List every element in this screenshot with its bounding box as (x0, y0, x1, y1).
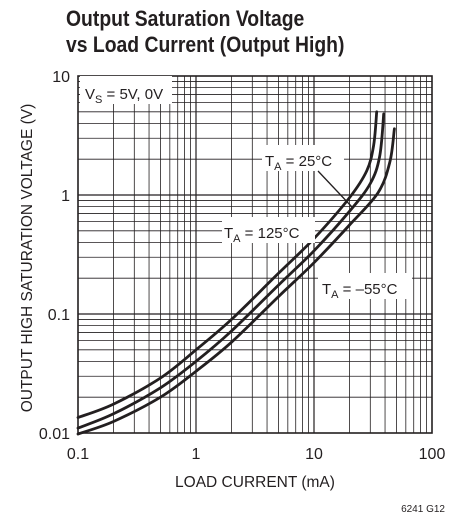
figure-code: 6241 G12 (401, 504, 445, 515)
y-axis-label: OUTPUT HIGH SATURATION VOLTAGE (V) (19, 104, 36, 413)
y-tick-label: 0.01 (39, 426, 70, 443)
series-curves (76, 110, 396, 436)
condition-label-bg (80, 76, 172, 104)
series-line-0 (76, 110, 379, 419)
x-tick-labels: 0.1 1 10 100 (67, 446, 446, 463)
x-tick-label: 0.1 (67, 446, 89, 463)
x-axis-label: LOAD CURRENT (mA) (175, 474, 335, 491)
x-tick-label: 10 (305, 446, 323, 463)
series-label-25c-leader (317, 170, 353, 208)
plot-frame (77, 75, 433, 434)
series-label-25c-bg (262, 145, 344, 171)
x-tick-label: 100 (419, 446, 446, 463)
chart-title-line-1: Output Saturation Voltage (66, 6, 305, 31)
chart-title-line-2: vs Load Current (Output High) (66, 32, 345, 57)
series-label-m55c-bg (318, 273, 412, 299)
y-tick-labels: 0.01 0.1 1 10 (39, 69, 70, 443)
y-tick-label: 10 (52, 69, 70, 86)
series-label-25c: TA = 25°C (265, 153, 332, 173)
series-line-1 (76, 112, 386, 430)
series-label-m55c: TA = –55°C (322, 281, 398, 301)
series-line-2 (76, 127, 396, 436)
grid (78, 76, 432, 433)
series-label-125c-bg (222, 217, 315, 243)
x-tick-label: 1 (192, 446, 201, 463)
y-tick-label: 0.1 (48, 307, 70, 324)
series-label-125c: TA = 125°C (224, 225, 300, 245)
chart-title: Output Saturation Voltage vs Load Curren… (66, 6, 344, 58)
condition-label: VS = 5V, 0V (85, 86, 163, 106)
y-tick-label: 1 (61, 188, 70, 205)
